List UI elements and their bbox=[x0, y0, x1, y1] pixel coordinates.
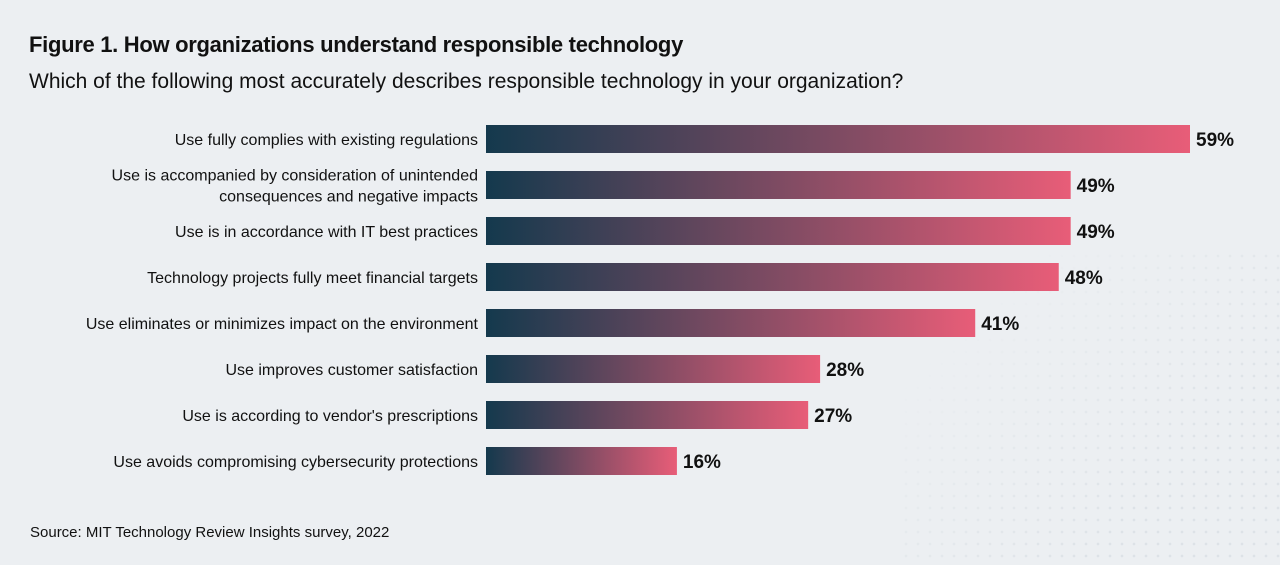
value-label: 59% bbox=[1196, 130, 1234, 151]
category-label: Use is in accordance with IT best practi… bbox=[175, 224, 478, 241]
value-label: 27% bbox=[814, 406, 852, 427]
value-label: 49% bbox=[1077, 222, 1115, 243]
value-label: 48% bbox=[1065, 268, 1103, 289]
category-label: Use is accompanied by consideration of u… bbox=[112, 168, 478, 185]
dot-pattern-decoration bbox=[900, 250, 1280, 565]
bar-6 bbox=[486, 355, 821, 383]
category-label: Use is according to vendor's prescriptio… bbox=[182, 408, 478, 425]
bar-8 bbox=[486, 447, 677, 475]
category-label: Use improves customer satisfaction bbox=[225, 362, 478, 379]
category-label: Technology projects fully meet financial… bbox=[147, 270, 478, 287]
category-label: Use avoids compromising cybersecurity pr… bbox=[113, 454, 478, 471]
value-label: 16% bbox=[683, 452, 721, 473]
chart-title: Figure 1. How organizations understand r… bbox=[29, 32, 684, 57]
bar-5 bbox=[486, 309, 976, 337]
value-label: 28% bbox=[826, 360, 864, 381]
bar-2 bbox=[486, 171, 1071, 199]
category-label: consequences and negative impacts bbox=[219, 189, 478, 206]
bar-3 bbox=[486, 217, 1071, 245]
value-label: 41% bbox=[981, 314, 1019, 335]
category-label: Use fully complies with existing regulat… bbox=[175, 132, 478, 149]
bar-1 bbox=[486, 125, 1190, 153]
category-label: Use eliminates or minimizes impact on th… bbox=[86, 316, 479, 333]
bar-7 bbox=[486, 401, 809, 429]
source-note: Source: MIT Technology Review Insights s… bbox=[30, 524, 390, 541]
value-label: 49% bbox=[1077, 176, 1115, 197]
chart-subtitle: Which of the following most accurately d… bbox=[29, 70, 904, 93]
bar-4 bbox=[486, 263, 1059, 291]
